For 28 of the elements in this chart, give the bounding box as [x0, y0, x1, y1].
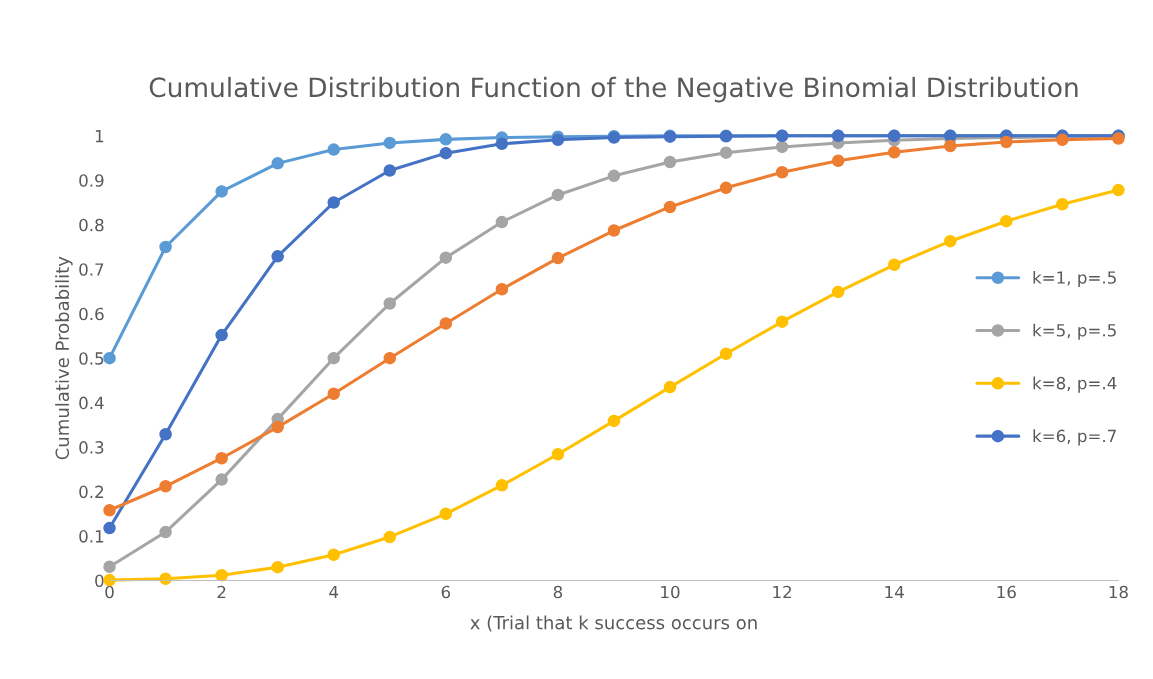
x-tick-label: 10 — [661, 585, 680, 599]
legend-label: k=1, p=.5 — [1033, 270, 1116, 288]
y-tick-label: 0.2 — [79, 485, 104, 499]
y-tick-label: 0.3 — [79, 441, 104, 454]
legend-label: k=8, p=.4 — [1033, 376, 1117, 393]
x-tick-label: 8 — [553, 585, 563, 599]
chart-title: Cumulative Distribution Function of the Negative Binomial Distribution — [149, 76, 1078, 103]
legend-label: k=5, p=.5 — [1033, 323, 1116, 340]
y-tick-label: 0.9 — [79, 174, 104, 187]
x-tick-label: 2 — [217, 585, 226, 599]
y-tick-label: 0.5 — [79, 352, 104, 365]
x-axis-title: x (Trial that k success occurs on — [470, 615, 757, 632]
x-tick-label: 6 — [441, 585, 451, 599]
y-tick-label: 0 — [95, 574, 104, 588]
y-tick-label: 0.4 — [79, 396, 104, 410]
x-tick-label: 18 — [1109, 585, 1128, 599]
y-tick-label: 1 — [95, 129, 104, 143]
x-tick-label: 4 — [329, 585, 339, 599]
y-tick-label: 0.6 — [79, 307, 104, 321]
legend-label: k=6, p=.7 — [1033, 429, 1116, 446]
x-tick-label: 16 — [997, 585, 1016, 599]
y-axis-title: Cumulative Probability — [55, 256, 73, 460]
x-tick-label: 14 — [885, 585, 904, 599]
x-tick-label: 12 — [773, 585, 792, 599]
y-tick-label: 0.7 — [79, 263, 104, 276]
y-tick-label: 0.1 — [79, 530, 104, 543]
y-tick-label: 0.8 — [79, 218, 104, 232]
x-tick-label: 0 — [105, 585, 114, 599]
